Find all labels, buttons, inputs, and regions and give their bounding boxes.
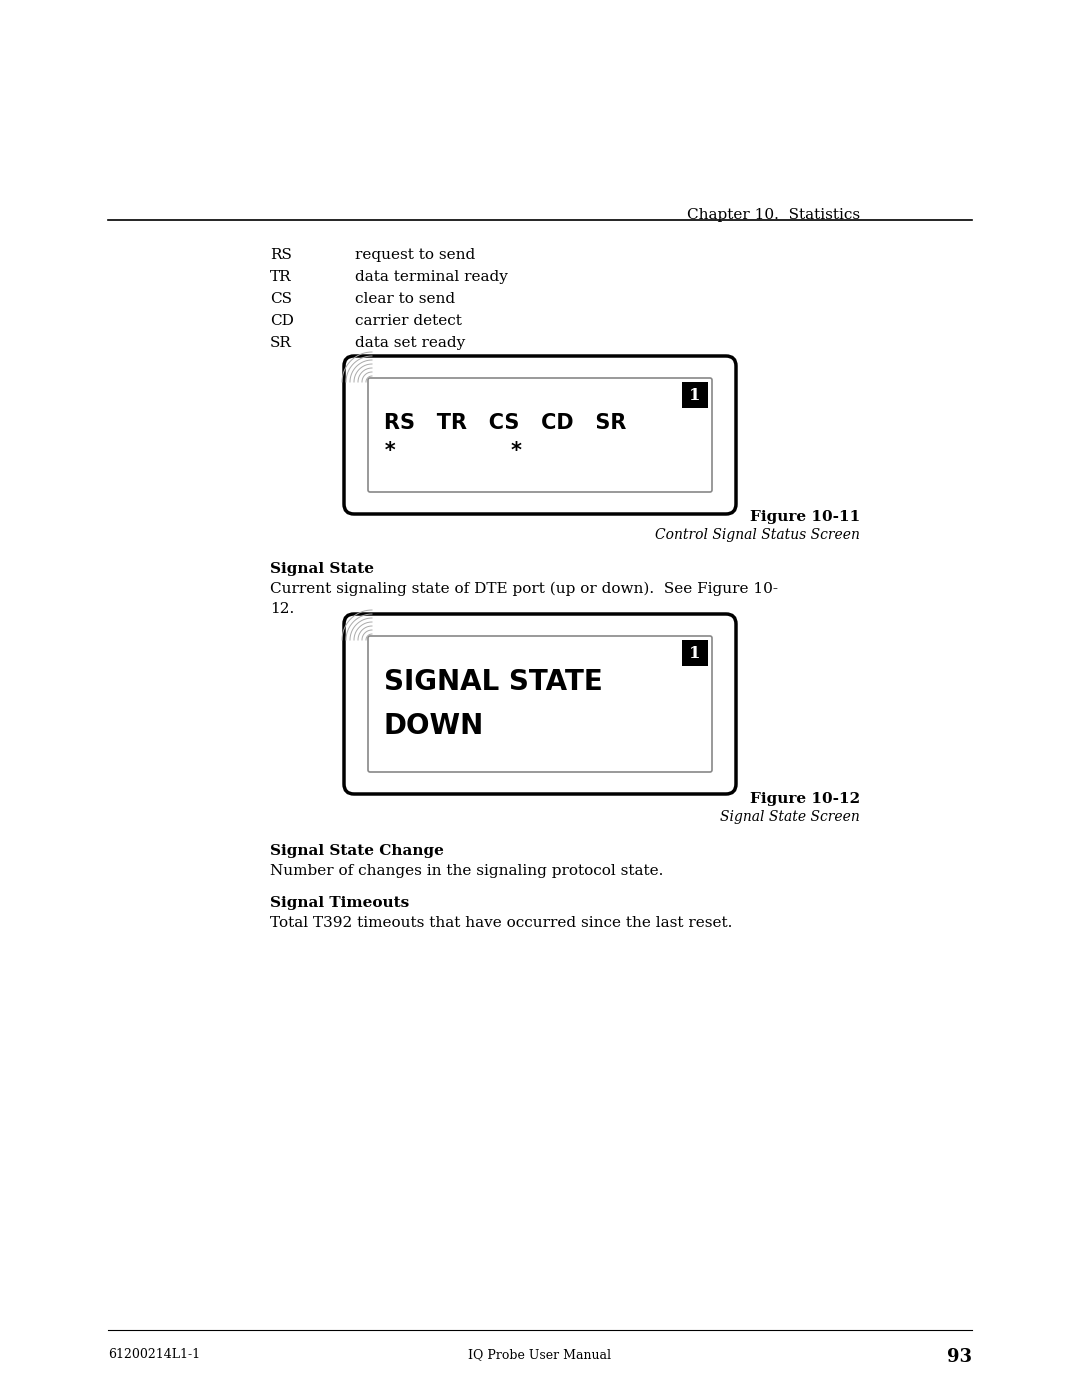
Text: 1: 1: [689, 387, 701, 404]
Text: 12.: 12.: [270, 602, 294, 616]
Text: 1: 1: [689, 644, 701, 662]
FancyBboxPatch shape: [345, 356, 735, 514]
Text: Control Signal Status Screen: Control Signal Status Screen: [656, 528, 860, 542]
Text: Signal State: Signal State: [270, 562, 374, 576]
Text: CD: CD: [270, 314, 294, 328]
FancyBboxPatch shape: [368, 636, 712, 773]
Text: 61200214L1-1: 61200214L1-1: [108, 1348, 200, 1361]
Text: Figure 10-12: Figure 10-12: [750, 792, 860, 806]
Text: DOWN: DOWN: [384, 712, 484, 740]
Text: clear to send: clear to send: [355, 292, 455, 306]
Text: RS   TR   CS   CD   SR: RS TR CS CD SR: [384, 414, 626, 433]
Text: SIGNAL STATE: SIGNAL STATE: [384, 668, 603, 696]
Text: 93: 93: [947, 1348, 972, 1366]
Text: Current signaling state of DTE port (up or down).  See Figure 10-: Current signaling state of DTE port (up …: [270, 583, 778, 597]
Text: data set ready: data set ready: [355, 337, 465, 351]
Text: Figure 10-11: Figure 10-11: [750, 510, 860, 524]
Bar: [681, 640, 708, 666]
Text: TR: TR: [270, 270, 292, 284]
Text: IQ Probe User Manual: IQ Probe User Manual: [469, 1348, 611, 1361]
Text: request to send: request to send: [355, 249, 475, 263]
Text: RS: RS: [270, 249, 292, 263]
Text: CS: CS: [270, 292, 292, 306]
Text: Signal Timeouts: Signal Timeouts: [270, 895, 409, 909]
Bar: [681, 381, 708, 408]
Text: Chapter 10.  Statistics: Chapter 10. Statistics: [687, 208, 860, 222]
FancyBboxPatch shape: [368, 379, 712, 492]
Text: *         *: * *: [384, 441, 523, 461]
Text: data terminal ready: data terminal ready: [355, 270, 508, 284]
Text: carrier detect: carrier detect: [355, 314, 462, 328]
Text: Signal State Change: Signal State Change: [270, 844, 444, 858]
Text: Total T392 timeouts that have occurred since the last reset.: Total T392 timeouts that have occurred s…: [270, 916, 732, 930]
Text: Signal State Screen: Signal State Screen: [720, 810, 860, 824]
Text: Number of changes in the signaling protocol state.: Number of changes in the signaling proto…: [270, 863, 663, 877]
Text: SR: SR: [270, 337, 292, 351]
FancyBboxPatch shape: [345, 615, 735, 793]
